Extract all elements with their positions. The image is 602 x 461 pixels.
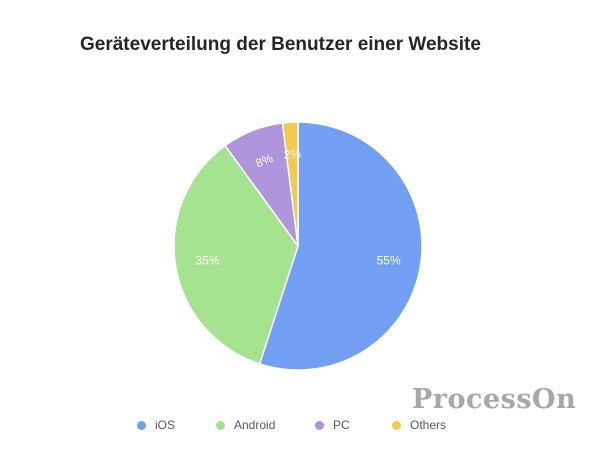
legend-marker-ios	[137, 420, 146, 430]
legend-label-others: Others	[410, 418, 447, 432]
legend-label-pc: PC	[333, 418, 350, 432]
legend-item-android[interactable]: Android	[216, 416, 275, 434]
legend-item-pc[interactable]: PC	[315, 416, 350, 434]
chart-title: Geräteverteilung der Benutzer einer Webs…	[80, 34, 481, 55]
chart-legend: iOS Android PC Others	[0, 416, 602, 436]
legend-item-others[interactable]: Others	[392, 416, 446, 434]
pie-slice-others[interactable]	[281, 121, 299, 247]
slice-label-others: 2%	[283, 147, 302, 162]
legend-label-ios: iOS	[155, 418, 176, 432]
legend-marker-others	[392, 420, 401, 430]
legend-marker-android	[216, 420, 225, 430]
slice-label-android: 35%	[195, 253, 219, 267]
slice-label-ios: 55%	[377, 253, 401, 267]
processon-watermark: ProcessOn	[412, 384, 577, 415]
pie-slice-ios[interactable]	[258, 121, 423, 371]
legend-item-ios[interactable]: iOS	[137, 416, 175, 434]
legend-marker-pc	[315, 420, 324, 430]
legend-label-android: Android	[234, 418, 276, 432]
slice-label-pc: 8%	[254, 151, 276, 171]
pie-slice-android[interactable]	[173, 144, 299, 365]
